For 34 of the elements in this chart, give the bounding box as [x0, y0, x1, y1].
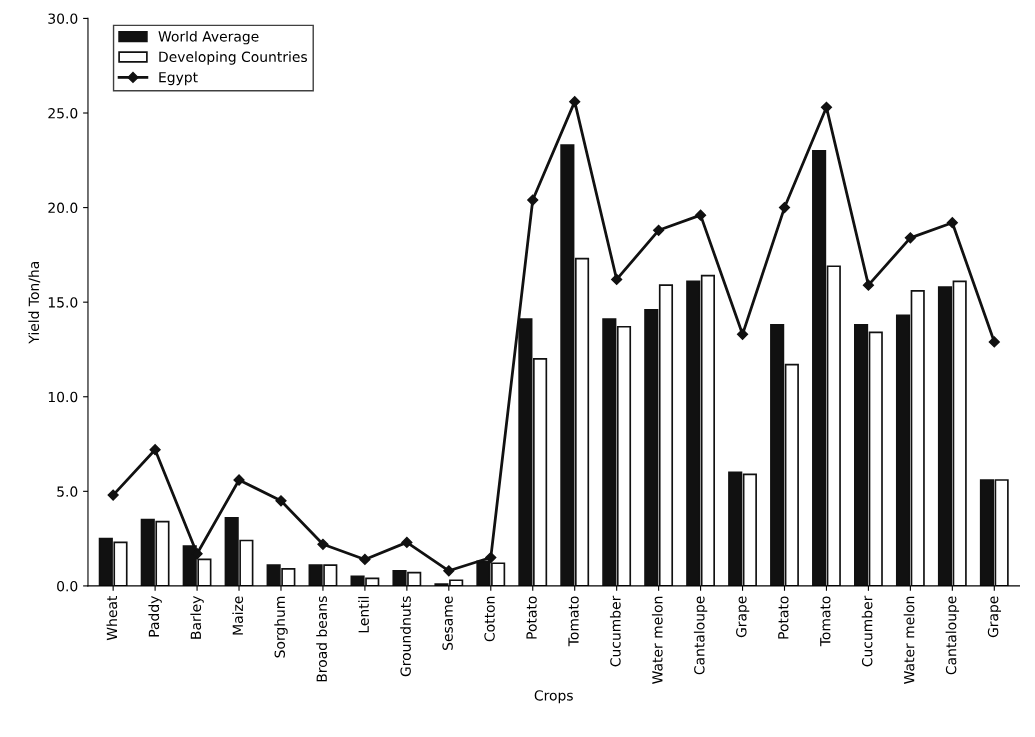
x-tick-label: Water melon: [651, 596, 663, 684]
legend-label: Egypt: [159, 72, 198, 86]
y-axis-title: Yield Ton/ha: [28, 261, 41, 344]
x-tick-label: Water melon: [903, 596, 915, 684]
x-tick-label: Potato: [526, 596, 537, 639]
y-tick-label: 15.0: [48, 297, 78, 308]
y-tick-label: 30.0: [48, 13, 78, 24]
legend-label: World Average: [158, 30, 259, 45]
x-tick-label: Barley: [190, 596, 204, 639]
x-tick-label: Groundnuts: [400, 596, 411, 677]
y-tick-label: 5.0: [57, 486, 78, 497]
x-tick-label: Cucumber: [609, 595, 621, 667]
x-tick-label: Sesame: [442, 596, 453, 650]
x-tick-label: Lentil: [358, 596, 369, 633]
x-tick-label: Grape: [736, 596, 750, 638]
x-tick-label: Cantaloupe: [693, 596, 708, 675]
x-tick-label: Cotton: [484, 596, 495, 642]
x-tick-label: Paddy: [148, 596, 162, 637]
x-tick-label: Grape: [987, 596, 1002, 638]
x-axis-title: Crops: [534, 690, 573, 704]
x-tick-label: Sorghum: [274, 596, 288, 658]
x-tick-label: Potato: [778, 596, 789, 639]
x-tick-label: Cucumber: [861, 595, 873, 667]
x-tick-label: Wheat: [106, 595, 118, 641]
x-tick-label: Maize: [232, 596, 244, 635]
y-tick-label: 10.0: [48, 391, 78, 403]
x-tick-label: Cantaloupe: [945, 596, 960, 675]
x-tick-label: Tomato: [568, 596, 579, 647]
legend-label: Developing Countries: [159, 51, 307, 65]
x-tick-label: Broad beans: [316, 596, 327, 682]
y-tick-label: 20.0: [48, 202, 78, 214]
y-tick-label: 0.0: [57, 580, 78, 592]
x-tick-label: Tomato: [820, 596, 831, 647]
y-tick-label: 25.0: [48, 107, 78, 119]
